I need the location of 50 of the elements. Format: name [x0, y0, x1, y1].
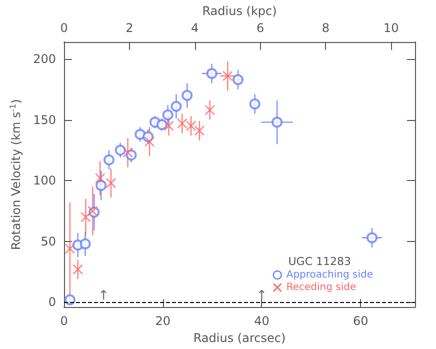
legend-title: UGC 11283	[288, 255, 352, 268]
point	[182, 90, 193, 101]
x-tick-label: 40	[254, 314, 270, 328]
point	[144, 136, 155, 147]
point	[156, 119, 168, 130]
annotation: ↑	[256, 288, 268, 304]
x2-tick-label: 6	[256, 20, 264, 35]
annotation: ↑	[98, 288, 109, 304]
point	[96, 180, 107, 191]
point	[194, 126, 205, 136]
x-tick-label: 60	[352, 314, 368, 328]
point	[222, 70, 233, 82]
point	[64, 294, 76, 306]
point	[170, 100, 182, 112]
x-tick-label: 0	[60, 314, 68, 328]
point	[206, 68, 218, 80]
point	[64, 244, 76, 254]
point	[249, 98, 260, 110]
point	[114, 144, 126, 156]
x2-tick-label: 8	[322, 20, 330, 35]
point	[80, 212, 91, 222]
point	[186, 120, 196, 131]
point	[72, 264, 83, 275]
point	[106, 178, 116, 188]
point	[204, 104, 215, 116]
point	[80, 238, 91, 250]
y-tick-label: 0	[48, 295, 56, 310]
legend-label: Approaching side	[286, 270, 373, 280]
point	[177, 118, 188, 129]
x2-axis-title: Radius (kpc)	[202, 4, 277, 18]
y-tick-label: 200	[33, 52, 56, 66]
point	[122, 147, 133, 158]
x-tick-label: 20	[155, 314, 171, 328]
point	[103, 154, 114, 166]
y-axis-title: Rotation Velocity (km s-1)	[8, 99, 24, 250]
x2-tick-label: 0	[60, 20, 68, 35]
point	[94, 173, 106, 184]
y-tick-label: 150	[33, 112, 56, 127]
y-tick-label: 100	[33, 174, 56, 188]
point	[366, 232, 378, 244]
y-tick-label: 50	[40, 234, 56, 248]
x-axis-title: Radius (arcsec)	[193, 331, 286, 345]
x2-tick-label: 4	[191, 20, 199, 35]
x2-tick-label: 10	[383, 20, 399, 35]
point	[164, 120, 174, 131]
point	[232, 74, 244, 86]
point	[162, 109, 174, 120]
legend-label: Receding side	[286, 282, 356, 293]
point	[272, 116, 283, 128]
x2-tick-label: 2	[126, 20, 134, 35]
